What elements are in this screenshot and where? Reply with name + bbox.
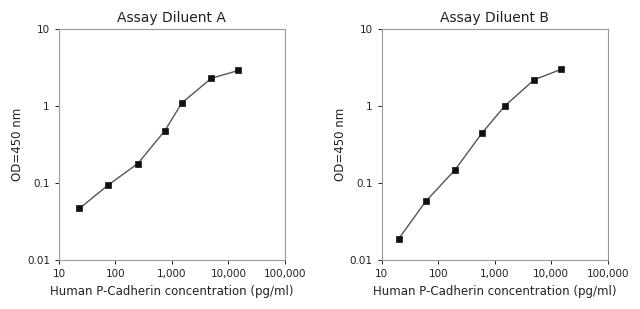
Title: Assay Diluent A: Assay Diluent A <box>118 11 227 25</box>
Title: Assay Diluent B: Assay Diluent B <box>440 11 549 25</box>
X-axis label: Human P-Cadherin concentration (pg/ml): Human P-Cadherin concentration (pg/ml) <box>373 285 616 298</box>
Y-axis label: OD=450 nm: OD=450 nm <box>334 108 347 181</box>
X-axis label: Human P-Cadherin concentration (pg/ml): Human P-Cadherin concentration (pg/ml) <box>50 285 294 298</box>
Y-axis label: OD=450 nm: OD=450 nm <box>11 108 24 181</box>
